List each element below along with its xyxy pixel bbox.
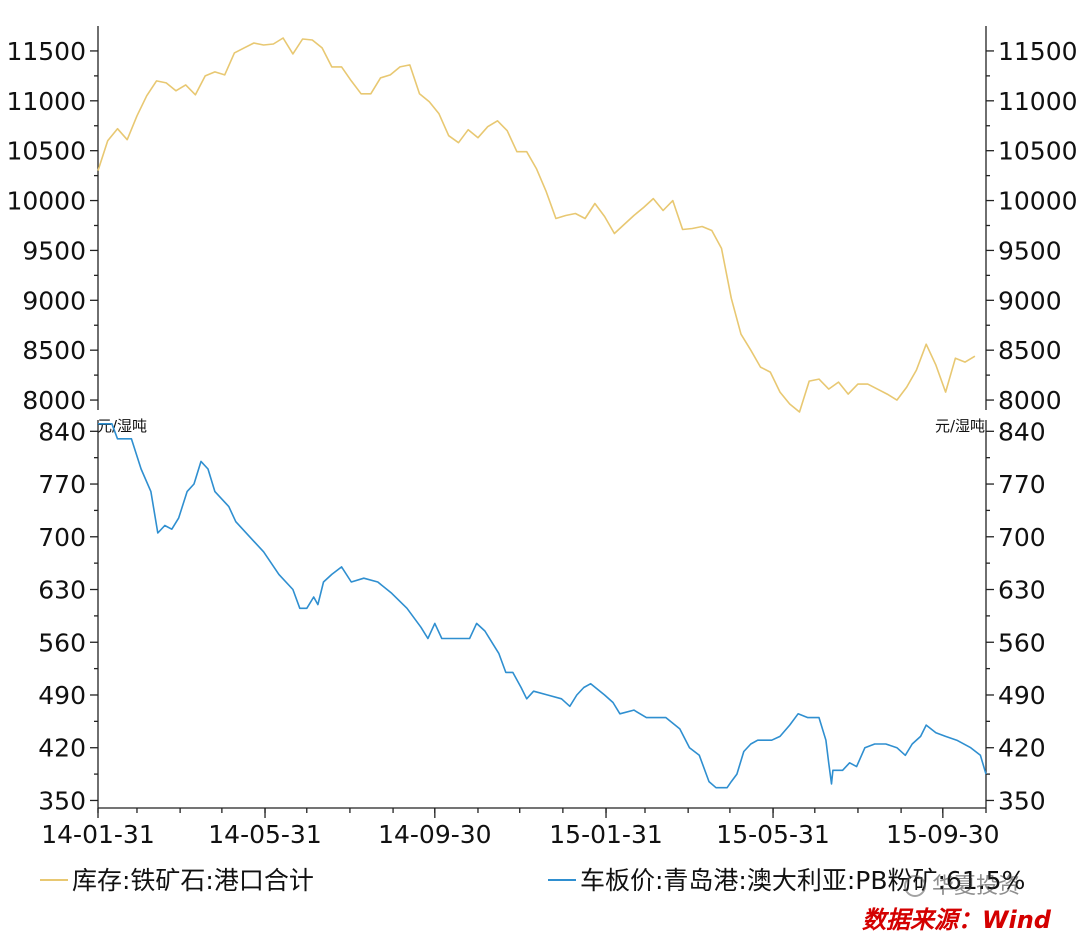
right-y-tick-label: 8000 [998, 386, 1062, 415]
right-y-tick-label: 700 [998, 523, 1046, 552]
bottom-panel-price: 350 350 420 420 490 490 560 560 630 630 700 700 770 7… [38, 417, 1045, 815]
left-y-tick-label: 9500 [22, 236, 86, 265]
x-tick-label: 14-01-31 [41, 820, 154, 849]
left-y-tick-label: 10000 [6, 187, 86, 216]
watermark-account: 华夏投资 [932, 874, 1020, 899]
right-y-tick-label: 9500 [998, 236, 1062, 265]
watermark: 华夏投资 数据来源：Wind [862, 874, 1052, 934]
left-y-tick-label: 9000 [22, 286, 86, 315]
x-tick-label: 15-05-31 [716, 820, 829, 849]
right-y-tick-label: 11000 [998, 87, 1078, 116]
left-y-tick-label: 490 [38, 681, 86, 710]
top-panel-inventory: 8000 8000 8500 8500 9000 9000 9500 9500 10000 100… [6, 26, 1078, 415]
x-axis: 14-01-31 14-05-31 14-09-30 15-01-31 15-05-31… [41, 807, 1000, 849]
right-y-tick-label: 10500 [998, 137, 1078, 166]
x-tick-label: 15-01-31 [549, 820, 662, 849]
left-y-tick-label: 770 [38, 470, 86, 499]
left-y-tick-label: 840 [38, 417, 86, 446]
wechat-icon [904, 875, 926, 897]
right-y-tick-label: 8500 [998, 336, 1062, 365]
watermark-source: 数据来源：Wind [862, 906, 1052, 934]
legend: 库存:铁矿石:港口合计 车板价:青岛港:澳大利亚:PB粉矿:61.5% [40, 866, 1025, 895]
series-line [97, 37, 976, 413]
left-y-tick-label: 11500 [6, 37, 86, 66]
left-y-tick-label: 350 [38, 786, 86, 815]
left-y-tick-label: 10500 [6, 137, 86, 166]
left-y-tick-label: 8000 [22, 386, 86, 415]
left-y-tick-label: 560 [38, 628, 86, 657]
right-unit-label: 元/湿吨 [935, 417, 985, 435]
right-y-tick-label: 9000 [998, 286, 1062, 315]
left-y-tick-label: 11000 [6, 87, 86, 116]
legend-label: 库存:铁矿石:港口合计 [72, 866, 314, 895]
right-y-tick-label: 11500 [998, 37, 1078, 66]
left-y-tick-label: 8500 [22, 336, 86, 365]
right-y-tick-label: 770 [998, 470, 1046, 499]
left-unit-label: 元/湿吨 [97, 417, 147, 435]
x-tick-label: 15-09-30 [886, 820, 999, 849]
x-tick-label: 14-09-30 [378, 820, 491, 849]
right-y-tick-label: 630 [998, 576, 1046, 605]
right-y-tick-label: 420 [998, 734, 1046, 763]
series-line [98, 423, 987, 789]
right-y-tick-label: 10000 [998, 187, 1078, 216]
right-y-tick-label: 350 [998, 786, 1046, 815]
x-tick-label: 14-05-31 [208, 820, 321, 849]
left-y-tick-label: 700 [38, 523, 86, 552]
left-y-tick-label: 630 [38, 576, 86, 605]
right-y-tick-label: 560 [998, 628, 1046, 657]
right-y-tick-label: 490 [998, 681, 1046, 710]
legend-label: 车板价:青岛港:澳大利亚:PB粉矿:61.5% [580, 866, 1025, 895]
right-y-tick-label: 840 [998, 417, 1046, 446]
left-y-tick-label: 420 [38, 734, 86, 763]
